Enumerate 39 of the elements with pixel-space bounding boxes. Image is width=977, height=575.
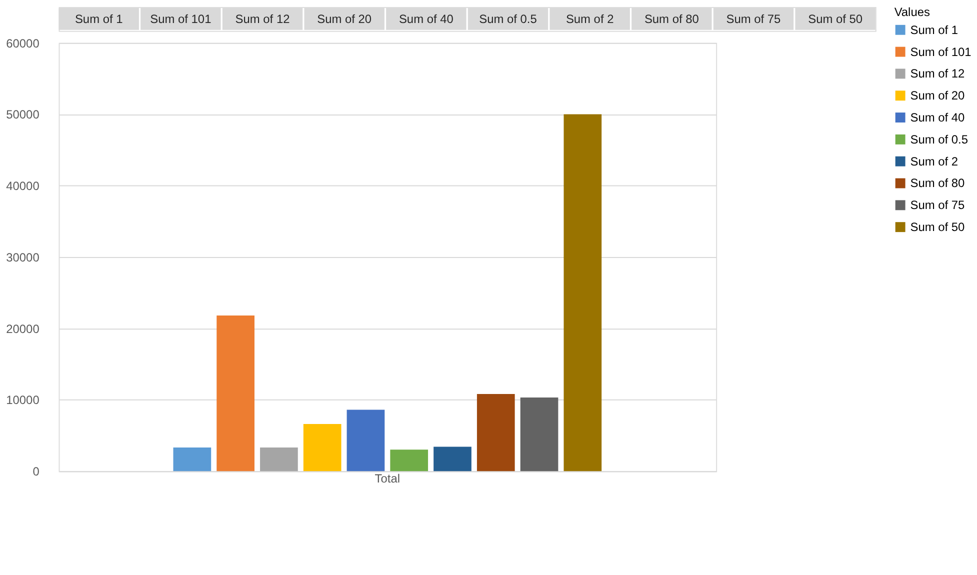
bar [564,114,602,472]
legend-title: Values [894,4,930,19]
bar [476,394,515,472]
bar [346,410,385,472]
legend-label: Sum of 20 [910,88,966,103]
legend-label: Sum of 80 [910,176,966,190]
legend-label: Sum of 2 [910,154,958,168]
text: Sum of 75 [726,12,782,26]
text: Sum of 80 [644,12,700,26]
text: Sum of 40 [398,12,454,26]
bar [216,315,254,472]
legend-label: Sum of 50 [910,220,966,234]
legend-label: Sum of 75 [910,198,966,212]
y-tick-label: 40000 [6,179,40,194]
text: Sum of 101 [150,12,212,26]
bar [520,398,558,472]
y-tick-label: 60000 [6,36,40,50]
legend-label: Sum of 40 [910,110,966,125]
text: Sum of 50 [808,12,863,26]
legend-label: Sum of 12 [910,66,966,81]
text: Sum of 20 [317,12,372,26]
y-tick-label: 10000 [6,393,40,408]
legend-label: Sum of 1 [910,22,958,37]
bar [434,446,472,472]
y-tick-label: 0 [32,464,40,479]
text: Sum of 0.5 [479,12,538,26]
text: Sum of 2 [566,12,614,26]
legend-label: Sum of 101 [910,44,972,59]
bar [260,448,298,472]
y-tick-label: 30000 [6,250,40,264]
text: Sum of 1 [74,12,124,26]
y-tick-label: 20000 [6,322,40,336]
bar [390,450,428,472]
bar [173,448,212,472]
legend-label: Sum of 0.5 [910,132,968,146]
y-tick-label: 50000 [6,108,40,122]
bar [303,424,342,472]
x-tick-label: Total [374,472,400,486]
text: Sum of 12 [235,12,290,26]
